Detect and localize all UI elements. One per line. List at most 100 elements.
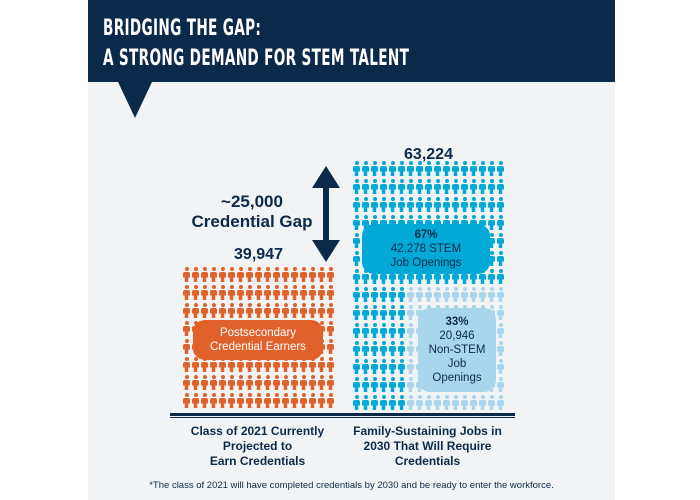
gap-annotation: ~25,000 Credential Gap: [182, 192, 322, 232]
person-icon-stem: [433, 160, 442, 178]
person-icon-stem: [496, 250, 505, 268]
person-icon-stem: [397, 322, 406, 340]
person-icon-credential-earner: [227, 392, 236, 410]
title-line-2: A STRONG DEMAND FOR STEM TALENT: [103, 46, 410, 71]
person-icon-credential-earner: [308, 374, 317, 392]
person-icon-credential-earner: [209, 374, 218, 392]
person-icon-credential-earner: [236, 392, 245, 410]
person-icon-credential-earner: [308, 266, 317, 284]
person-icon-credential-earner: [245, 266, 254, 284]
person-icon-non-stem: [478, 394, 487, 412]
person-icon-credential-earner: [182, 302, 191, 320]
person-icon-stem: [370, 394, 379, 412]
person-icon-stem: [379, 160, 388, 178]
person-icon-stem: [424, 160, 433, 178]
stem-label: Job Openings: [390, 257, 462, 269]
person-icon-stem: [388, 358, 397, 376]
person-icon-stem: [487, 160, 496, 178]
person-icon-stem: [433, 196, 442, 214]
person-icon-stem: [352, 214, 361, 232]
person-icon-stem: [478, 160, 487, 178]
person-icon-credential-earner: [182, 284, 191, 302]
person-icon-stem: [487, 178, 496, 196]
person-icon-credential-earner: [191, 356, 200, 374]
person-icon-stem: [415, 196, 424, 214]
person-icon-stem: [397, 394, 406, 412]
person-icon-stem: [442, 196, 451, 214]
person-icon-stem: [478, 214, 487, 232]
person-icon-non-stem: [496, 376, 505, 394]
person-icon-credential-earner: [308, 284, 317, 302]
person-icon-stem: [487, 268, 496, 286]
person-icon-credential-earner: [317, 266, 326, 284]
person-icon-credential-earner: [326, 392, 335, 410]
person-icon-non-stem: [496, 304, 505, 322]
person-icon-stem: [352, 160, 361, 178]
gap-label: Credential Gap: [191, 212, 313, 231]
person-icon-credential-earner: [290, 392, 299, 410]
person-icon-stem: [424, 214, 433, 232]
person-icon-stem: [379, 376, 388, 394]
person-icon-stem: [496, 268, 505, 286]
person-icon-credential-earner: [245, 392, 254, 410]
person-icon-credential-earner: [236, 302, 245, 320]
person-icon-stem: [379, 304, 388, 322]
person-icon-stem: [361, 304, 370, 322]
person-icon-credential-earner: [290, 374, 299, 392]
person-icon-stem: [415, 178, 424, 196]
left-caption: Class of 2021 Currently Projected to Ear…: [170, 424, 345, 469]
person-icon-credential-earner: [299, 284, 308, 302]
person-icon-credential-earner: [326, 284, 335, 302]
person-icon-stem: [379, 286, 388, 304]
person-icon-stem: [397, 178, 406, 196]
person-icon-stem: [370, 196, 379, 214]
person-icon-credential-earner: [290, 266, 299, 284]
person-icon-credential-earner: [326, 266, 335, 284]
person-icon-stem: [388, 394, 397, 412]
person-icon-credential-earner: [272, 284, 281, 302]
person-icon-credential-earner: [191, 302, 200, 320]
person-icon-non-stem: [451, 394, 460, 412]
caption-line: Class of 2021 Currently: [190, 424, 325, 438]
person-icon-non-stem: [433, 304, 442, 322]
person-icon-credential-earner: [182, 320, 191, 338]
person-icon-stem: [451, 214, 460, 232]
person-icon-stem: [487, 196, 496, 214]
left-total: 39,947: [234, 246, 283, 263]
person-icon-stem: [406, 178, 415, 196]
person-icon-stem: [460, 178, 469, 196]
person-icon-stem: [388, 286, 397, 304]
person-icon-stem: [361, 178, 370, 196]
person-icon-non-stem: [478, 304, 487, 322]
person-icon-non-stem: [469, 304, 478, 322]
person-icon-credential-earner: [290, 284, 299, 302]
title-line-1: BRIDGING THE GAP:: [103, 16, 262, 41]
person-icon-non-stem: [496, 286, 505, 304]
person-icon-stem: [379, 358, 388, 376]
person-icon-non-stem: [415, 394, 424, 412]
person-icon-stem: [460, 160, 469, 178]
person-icon-stem: [352, 340, 361, 358]
non-stem-badge: 33% 20,946 Non-STEM Job Openings: [418, 308, 496, 392]
person-icon-credential-earner: [263, 374, 272, 392]
person-icon-credential-earner: [209, 266, 218, 284]
header-banner: BRIDGING THE GAP: A STRONG DEMAND FOR ST…: [88, 0, 615, 82]
person-icon-stem: [352, 286, 361, 304]
person-icon-stem: [415, 214, 424, 232]
header-pointer: [118, 82, 152, 118]
person-icon-credential-earner: [218, 284, 227, 302]
person-icon-credential-earner: [200, 392, 209, 410]
person-icon-stem: [424, 178, 433, 196]
stem-badge: 67% 42,278 STEM Job Openings: [362, 224, 490, 274]
person-icon-non-stem: [469, 394, 478, 412]
stem-percent: 67%: [414, 229, 438, 241]
person-icon-stem: [370, 304, 379, 322]
person-icon-stem: [370, 358, 379, 376]
person-icon-stem: [496, 178, 505, 196]
person-icon-stem: [397, 214, 406, 232]
person-icon-stem: [379, 196, 388, 214]
footnote: *The class of 2021 will have completed c…: [149, 480, 554, 491]
person-icon-stem: [379, 394, 388, 412]
person-icon-non-stem: [496, 358, 505, 376]
person-icon-stem: [352, 376, 361, 394]
